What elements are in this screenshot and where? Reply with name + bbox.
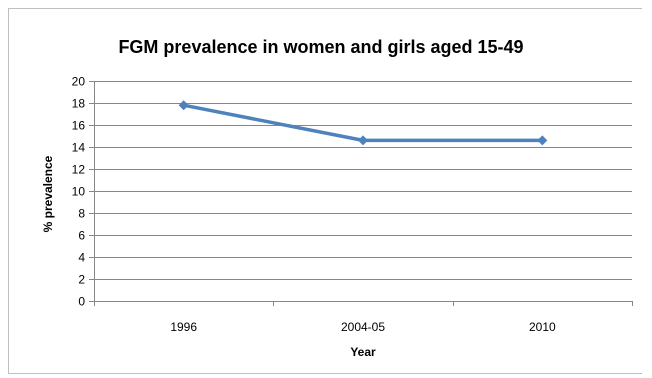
x-axis-title: Year [350,345,376,359]
y-tick-label: 8 [78,207,85,221]
x-tick-label: 1996 [170,320,197,334]
x-tick-label: 2004-05 [341,320,385,334]
data-point-marker [537,135,548,146]
chart-title: FGM prevalence in women and girls aged 1… [118,37,523,57]
y-tick-label: 10 [72,185,86,199]
data-point-marker [178,100,189,111]
y-tick-label: 0 [78,295,85,309]
x-tick-label: 2010 [529,320,556,334]
y-tick-label: 4 [78,251,85,265]
y-tick-label: 20 [72,75,86,89]
data-point-marker [358,135,368,146]
series-layer [178,100,548,146]
y-tick-label: 6 [78,229,85,243]
tick-label-layer: 0 2 4 6 8 10 12 14 16 18 20 1996 2004-05 2010 [72,75,556,335]
series-line [181,103,545,143]
y-tick-label: 16 [72,119,86,133]
y-tick-label: 14 [72,141,86,155]
grid-layer [94,81,632,280]
y-tick-label: 18 [72,97,86,111]
y-tick-label: 2 [78,273,85,287]
y-axis-title: % prevalence [41,155,55,232]
y-tick-label: 12 [72,163,86,177]
axis-layer [89,81,633,306]
